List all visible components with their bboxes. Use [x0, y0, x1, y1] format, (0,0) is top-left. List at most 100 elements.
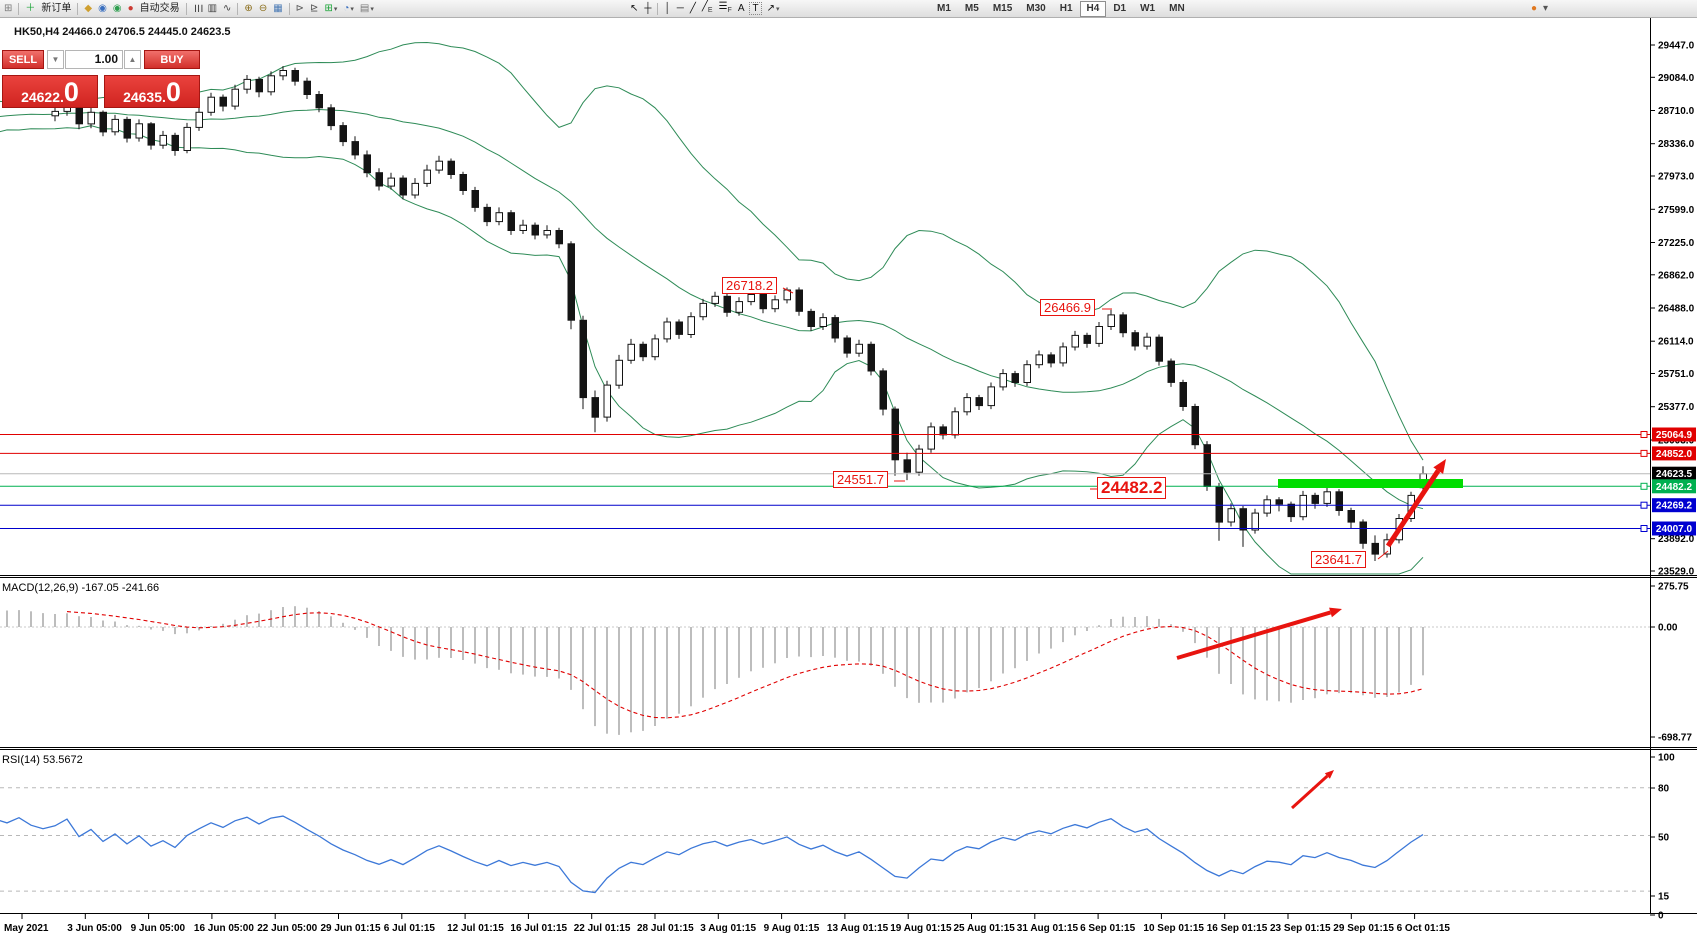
volume-input[interactable]: 1.00 [65, 50, 123, 69]
price-axis-tick-label: 26114.0 [1658, 337, 1694, 348]
toolbar-group: ● ▾ [1528, 0, 1551, 17]
horizontal-line-icon[interactable]: ─ [676, 3, 684, 14]
channel-icon[interactable]: ╱E [701, 1, 713, 14]
cursor-icon[interactable]: ↖ [630, 3, 639, 14]
macd-histogram [6, 606, 1424, 735]
timeframe-m15[interactable]: M15 [992, 2, 1013, 14]
price-callout[interactable]: 24551.7 [833, 471, 888, 488]
sell-price[interactable]: 24622. 0 [2, 75, 98, 108]
price-chip-label: 24852.0 [1656, 449, 1693, 460]
date-axis-label: 3 Jun 05:00 [67, 923, 122, 934]
rsi-axis-label: 50 [1658, 833, 1670, 844]
price-axis-tick-label: 27599.0 [1658, 205, 1695, 216]
date-axis-label: 3 Aug 01:15 [700, 923, 756, 934]
rsi-axis-label: 15 [1658, 892, 1670, 903]
toolbar-separator [18, 2, 20, 15]
price-callout[interactable]: 24482.2 [1097, 477, 1167, 499]
bollinger-lower-band [0, 125, 1424, 575]
auto-trading-icon[interactable]: ● [127, 3, 134, 14]
arrows-icon[interactable]: ↗▾ [766, 2, 780, 14]
zoom-in-icon[interactable]: ⊕ [244, 3, 253, 14]
window-icon[interactable]: ⊞ [4, 3, 13, 14]
price-chip-label: 24623.5 [1656, 469, 1693, 480]
price-callout[interactable]: 26718.2 [722, 277, 777, 294]
timeframe-m5[interactable]: M5 [964, 2, 979, 14]
date-axis-label: May 2021 [4, 923, 49, 934]
timeframe-d1[interactable]: D1 [1113, 2, 1127, 14]
macd-axis-label: 0.00 [1658, 623, 1678, 634]
buy-price[interactable]: 24635. 0 [104, 75, 200, 108]
date-axis-label: 29 Jun 01:15 [321, 923, 381, 934]
new-order-icon[interactable]: ＋ [25, 3, 36, 14]
community-icon[interactable]: ● [1531, 3, 1538, 14]
text-icon[interactable]: A [737, 3, 745, 14]
line-chart-icon[interactable]: ∿ [223, 3, 232, 14]
tile-windows-icon[interactable]: ▦ [273, 3, 283, 14]
buy-button[interactable]: BUY [144, 50, 200, 69]
add-indicator-icon[interactable]: ⊞▾ [324, 2, 338, 14]
line-endpoint-marker [1640, 501, 1648, 509]
signal-icon[interactable]: ◉ [112, 3, 122, 14]
sell-button[interactable]: SELL [2, 50, 44, 69]
text-label-icon[interactable]: T [749, 2, 762, 15]
new-order-button[interactable]: 新订单 [41, 3, 72, 14]
date-axis-label: 29 Sep 01:15 [1333, 923, 1394, 934]
chart-shift-icon[interactable]: ⊳ [295, 3, 305, 14]
trendline-icon[interactable]: ╱ [689, 3, 696, 14]
chart-header: HK50,H4 24466.0 24706.5 24445.0 24623.5 [14, 26, 231, 38]
trend-arrow-head[interactable] [1324, 770, 1334, 779]
timeframe-h4[interactable]: H4 [1079, 0, 1107, 17]
line-endpoint-marker [1640, 449, 1648, 457]
timeframe-w1[interactable]: W1 [1140, 2, 1156, 14]
date-axis-label: 16 Jul 01:15 [510, 923, 567, 934]
auto-scroll-icon[interactable]: ⊵ [310, 3, 319, 14]
price-callout[interactable]: 23641.7 [1311, 551, 1366, 568]
timeframe-m30[interactable]: M30 [1026, 2, 1046, 14]
buy-price-big-digit: 0 [165, 77, 181, 107]
price-chip [1652, 466, 1696, 481]
toolbar-group: ↖ ┼ │ ─ ╱ ╱E ☰F A T ↗▾ [627, 0, 783, 17]
timeframe-mn[interactable]: MN [1169, 2, 1185, 14]
date-axis-label: 16 Jun 05:00 [194, 923, 254, 934]
more-icon[interactable]: ▾ [1543, 3, 1549, 14]
date-axis-label: 13 Aug 01:15 [827, 923, 889, 934]
macd-axis-label: -698.77 [1658, 733, 1692, 744]
templates-icon[interactable]: ▤▾ [359, 2, 374, 14]
sell-price-main: 24622. [21, 89, 64, 105]
trend-arrow-head[interactable] [1433, 459, 1446, 474]
price-axis-tick-label: 28336.0 [1658, 139, 1695, 150]
crosshair-icon[interactable]: ┼ [644, 3, 652, 14]
price-axis-tick-label: 27225.0 [1658, 238, 1695, 249]
profile-icon[interactable]: ◉ [98, 3, 107, 14]
volume-increase-stepper[interactable]: ▲ [124, 50, 141, 69]
price-callout[interactable]: 26466.9 [1040, 299, 1095, 316]
price-axis-tick-label: 26862.0 [1658, 270, 1695, 281]
price-axis-tick-label: 29447.0 [1658, 41, 1695, 52]
date-axis-label: 19 Aug 01:15 [890, 923, 952, 934]
vertical-line-icon[interactable]: │ [664, 3, 671, 14]
rsi-label: RSI(14) 53.5672 [2, 754, 83, 766]
period-icon[interactable]: ◔▾ [343, 2, 354, 14]
toolbar-group: ⊞ ＋ 新订单 ◆ ◉ ◉ ● 自动交易 ☰ ▥ ∿ ⊕ ⊖ ▦ ⊳ ⊵ ⊞▾ ◔▾ ▤▾ [1, 0, 377, 17]
price-axis-tick-label: 28710.0 [1658, 106, 1695, 117]
line-endpoint-marker [1640, 482, 1648, 490]
trend-arrow-head[interactable] [1329, 607, 1342, 618]
candlestick-chart-icon[interactable]: ▥ [207, 3, 218, 14]
zoom-out-icon[interactable]: ⊖ [258, 3, 268, 14]
toolbar-separator [288, 2, 290, 15]
rsi-line [0, 815, 1424, 894]
price-axis-tick-label: 23529.0 [1658, 567, 1695, 578]
auto-trading-button[interactable]: 自动交易 [139, 3, 180, 14]
timeframe-m1[interactable]: M1 [937, 2, 951, 14]
bar-chart-icon[interactable]: ☰ [191, 4, 203, 13]
volume-decrease-stepper[interactable]: ▼ [47, 50, 64, 69]
gold-icon[interactable]: ◆ [84, 3, 93, 14]
sell-price-big-digit: 0 [63, 77, 79, 107]
timeframe-h1[interactable]: H1 [1059, 2, 1073, 14]
candlestick-series [51, 66, 1427, 561]
date-axis-label: 25 Aug 01:15 [954, 923, 1016, 934]
fibonacci-icon[interactable]: ☰F [718, 1, 732, 14]
macd-label: MACD(12,26,9) -167.05 -241.66 [2, 582, 159, 594]
resistance-zone-band[interactable] [1278, 479, 1463, 488]
